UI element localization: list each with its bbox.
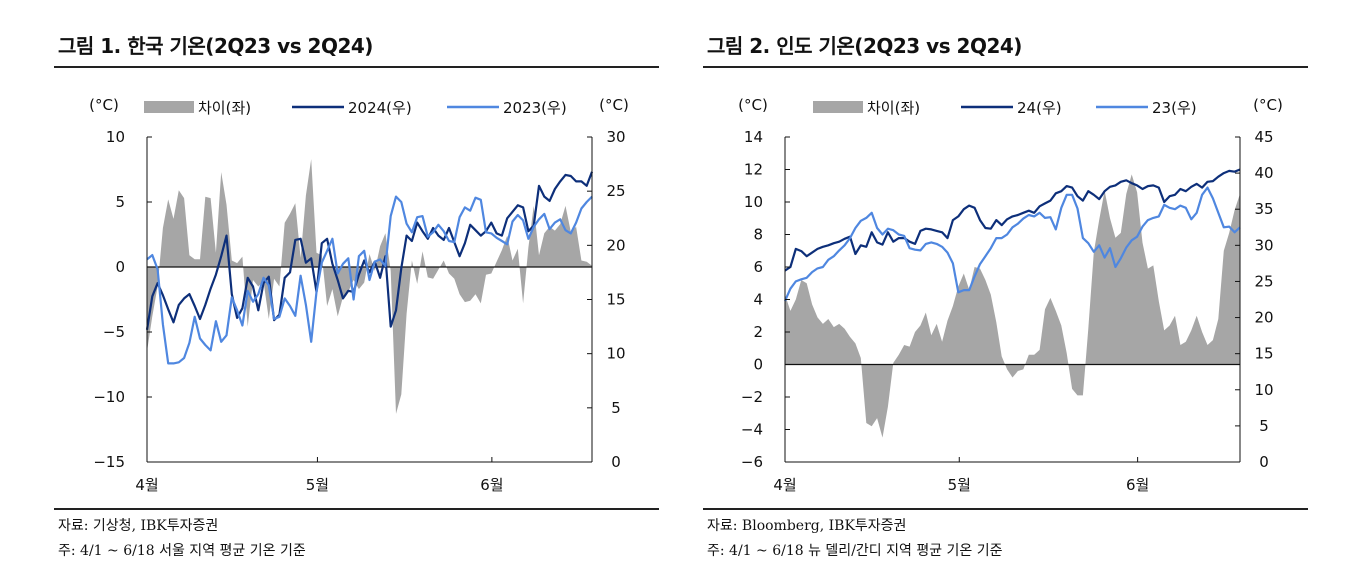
left-tick-label: 10 — [744, 193, 763, 211]
footer-rule — [54, 508, 659, 510]
chart-title: 그림 2. 인도 기온(2Q23 vs 2Q24) — [707, 34, 1022, 58]
left-tick-label: 0 — [115, 258, 125, 276]
chart-panel-korea: 그림 1. 한국 기온(2Q23 vs 2Q24) 10 5 0 −5 −10 −15 30… — [54, 0, 659, 571]
right-tick-label: 35 — [1254, 200, 1273, 218]
left-tick-label: 4 — [753, 291, 763, 309]
x-tick-label: 5월 — [948, 476, 971, 494]
legend-swatch-diff — [813, 101, 863, 113]
legend-label-diff: 차이(좌) — [867, 99, 920, 117]
right-tick-label: 0 — [1259, 453, 1269, 471]
right-tick-label: 5 — [1259, 417, 1269, 435]
left-tick-label: 10 — [106, 128, 125, 146]
left-tick-label: −10 — [93, 388, 125, 406]
series-line-current-year — [145, 171, 594, 330]
left-tick-label: 8 — [753, 226, 763, 244]
chart-title: 그림 1. 한국 기온(2Q23 vs 2Q24) — [58, 34, 373, 58]
right-tick-label: 20 — [1254, 309, 1273, 327]
legend-label-diff: 차이(좌) — [198, 99, 251, 117]
x-tick-label: 4월 — [135, 476, 158, 494]
left-unit-label: (°C) — [89, 96, 119, 114]
x-tick-label: 6월 — [1126, 476, 1149, 494]
left-tick-label: 14 — [744, 128, 763, 146]
series-line-previous-year — [783, 186, 1241, 302]
right-tick-label: 10 — [606, 345, 625, 363]
right-tick-label: 10 — [1254, 381, 1273, 399]
left-tick-label: 5 — [115, 193, 125, 211]
right-tick-label: 40 — [1254, 164, 1273, 182]
series-line-current-year — [784, 168, 1241, 272]
right-tick-label: 5 — [611, 399, 621, 417]
x-tick-label: 5월 — [306, 476, 329, 494]
legend-label-previous-year: 2023(우) — [503, 99, 567, 117]
title-rule — [54, 66, 659, 68]
source-note: 자료: 기상청, IBK투자증권 — [58, 518, 219, 534]
left-tick-label: −5 — [103, 323, 125, 341]
legend-label-current-year: 2024(우) — [348, 99, 412, 117]
left-tick-label: 0 — [753, 356, 763, 374]
right-tick-label: 45 — [1254, 128, 1273, 146]
x-tick-label: 4월 — [773, 476, 796, 494]
legend-label-current-year: 24(우) — [1017, 99, 1062, 117]
left-unit-label: (°C) — [738, 96, 768, 114]
title-rule — [703, 66, 1308, 68]
footnote: 주: 4/1 ~ 6/18 뉴 델리/간디 지역 평균 기온 기준 — [707, 543, 1003, 559]
right-tick-label: 0 — [611, 453, 621, 471]
left-tick-label: 2 — [753, 323, 763, 341]
left-tick-label: −6 — [741, 453, 763, 471]
difference-area — [785, 174, 1240, 438]
right-tick-label: 15 — [606, 291, 625, 309]
left-tick-label: −4 — [741, 421, 763, 439]
right-tick-label: 20 — [606, 236, 625, 254]
right-tick-label: 25 — [1254, 272, 1273, 290]
chart-korea-temperature: 10 5 0 −5 −10 −15 30 25 20 15 10 5 0 4월 5월 6월 (°C) (°C) 차이… — [89, 96, 629, 494]
left-tick-label: 12 — [744, 161, 763, 179]
legend-swatch-diff — [144, 101, 194, 113]
legend-label-previous-year: 23(우) — [1152, 99, 1197, 117]
footnote: 주: 4/1 ~ 6/18 서울 지역 평균 기온 기준 — [58, 543, 306, 559]
footer-rule — [703, 508, 1308, 510]
source-note: 자료: Bloomberg, IBK투자증권 — [707, 518, 907, 534]
series-line-previous-year — [146, 195, 593, 365]
x-tick-label: 6월 — [480, 476, 503, 494]
right-tick-label: 15 — [1254, 345, 1273, 363]
right-unit-label: (°C) — [599, 96, 629, 114]
right-unit-label: (°C) — [1253, 96, 1283, 114]
left-tick-label: −15 — [93, 453, 125, 471]
right-tick-label: 30 — [1254, 236, 1273, 254]
chart-panel-india: 그림 2. 인도 기온(2Q23 vs 2Q24) 14 12 10 8 6 4 2 0 −2−… — [703, 0, 1308, 571]
left-tick-label: 6 — [753, 258, 763, 276]
left-tick-label: −2 — [741, 388, 763, 406]
right-tick-label: 25 — [606, 182, 625, 200]
difference-area — [147, 159, 592, 414]
right-tick-label: 30 — [606, 128, 625, 146]
